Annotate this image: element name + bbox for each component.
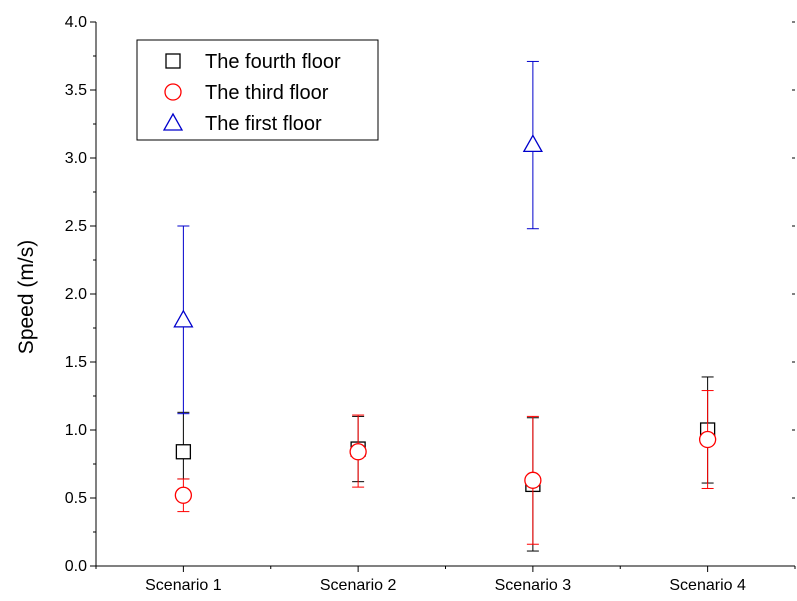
y-tick-label: 2.0: [65, 286, 87, 303]
series-layer: [173, 60, 717, 552]
y-tick-label: 2.5: [65, 218, 87, 235]
data-point: [522, 134, 543, 153]
legend-label: The third floor: [205, 82, 329, 104]
data-point: [173, 309, 194, 328]
legend-label: The first floor: [205, 113, 322, 135]
data-point: [175, 444, 192, 460]
series-circle: [174, 390, 717, 545]
data-point: [524, 471, 542, 489]
legend-marker: [164, 83, 182, 101]
x-tick-label: Scenario 4: [669, 577, 746, 594]
data-point: [698, 430, 717, 449]
y-tick-label: 1.5: [65, 354, 87, 371]
axes: 0.0 0.5 1.0 1.5 2.0 2.5 3.0 3.5 4.0 Scenario 1 Sce…: [65, 14, 796, 594]
x-tick-label: Scenario 1: [145, 577, 222, 594]
y-tick-label: 3.0: [65, 150, 87, 167]
x-tick-label: Scenario 3: [495, 577, 572, 594]
y-tick-label: 1.0: [65, 422, 87, 439]
data-point: [174, 486, 193, 504]
y-tick-label: 4.0: [65, 14, 87, 31]
series-triangle: [173, 60, 543, 415]
x-tick-label: Scenario 2: [320, 577, 397, 594]
y-tick-label: 0.5: [65, 490, 87, 507]
legend-marker: [165, 53, 181, 69]
legend-marker: [162, 112, 184, 131]
y-tick-label: 0.0: [65, 558, 87, 575]
y-axis-title: Speed (m/s): [15, 240, 38, 354]
data-point: [349, 443, 367, 461]
y-tick-label: 3.5: [65, 82, 87, 99]
legend-label: The fourth floor: [205, 51, 341, 73]
legend: The fourth floor The third floor The first…: [136, 39, 379, 141]
